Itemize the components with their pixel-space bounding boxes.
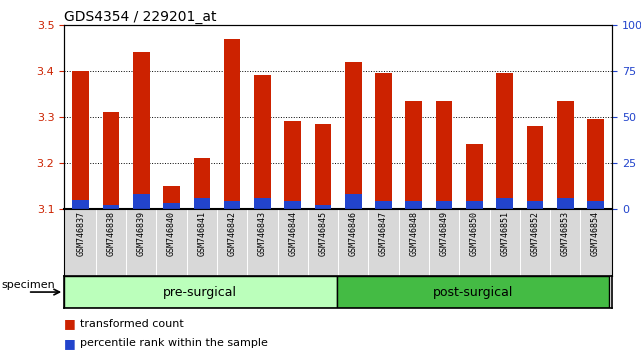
Text: GSM746848: GSM746848 [410, 211, 419, 256]
Text: ■: ■ [64, 337, 76, 350]
Text: GSM746852: GSM746852 [531, 211, 540, 256]
Bar [163, 186, 180, 209]
Bar [557, 101, 574, 209]
Bar [587, 119, 604, 209]
Bar [496, 73, 513, 209]
Bar [406, 101, 422, 209]
Text: percentile rank within the sample: percentile rank within the sample [80, 338, 268, 348]
Text: GSM746853: GSM746853 [561, 211, 570, 256]
Text: GSM746850: GSM746850 [470, 211, 479, 256]
Text: post-surgical: post-surgical [433, 286, 513, 298]
Bar [436, 101, 453, 209]
Bar [103, 112, 119, 209]
Text: GSM746844: GSM746844 [288, 211, 297, 256]
Text: GSM746842: GSM746842 [228, 211, 237, 256]
Bar [315, 124, 331, 209]
Bar [466, 144, 483, 209]
Bar [224, 39, 240, 209]
Text: GSM746849: GSM746849 [440, 211, 449, 256]
Bar [496, 198, 513, 209]
Bar [406, 201, 422, 209]
Bar [285, 201, 301, 209]
Bar [315, 205, 331, 209]
Bar [345, 62, 362, 209]
Text: pre-surgical: pre-surgical [163, 286, 237, 298]
Bar [436, 201, 453, 209]
Bar [224, 201, 240, 209]
Text: GSM746840: GSM746840 [167, 211, 176, 256]
Bar [254, 198, 271, 209]
Bar [557, 198, 574, 209]
Bar [133, 194, 149, 209]
Bar [163, 203, 180, 209]
Bar [345, 194, 362, 209]
Bar [527, 126, 544, 209]
Text: GSM746854: GSM746854 [591, 211, 600, 256]
Bar [375, 73, 392, 209]
Bar [466, 201, 483, 209]
Bar [72, 71, 89, 209]
Bar [133, 52, 149, 209]
Text: GSM746843: GSM746843 [258, 211, 267, 256]
Text: GSM746839: GSM746839 [137, 211, 146, 256]
Text: GSM746838: GSM746838 [106, 211, 115, 256]
Text: GDS4354 / 229201_at: GDS4354 / 229201_at [64, 10, 217, 24]
Bar [194, 198, 210, 209]
Text: ■: ■ [64, 318, 76, 330]
Text: specimen: specimen [1, 280, 55, 290]
Bar [64, 276, 337, 308]
Text: GSM746846: GSM746846 [349, 211, 358, 256]
Bar [254, 75, 271, 209]
Bar [337, 276, 609, 308]
Bar [587, 201, 604, 209]
Bar [375, 201, 392, 209]
Bar [285, 121, 301, 209]
Bar [527, 201, 544, 209]
Bar [72, 200, 89, 209]
Text: GSM746841: GSM746841 [197, 211, 206, 256]
Text: GSM746851: GSM746851 [500, 211, 509, 256]
Text: GSM746837: GSM746837 [76, 211, 85, 256]
Bar [194, 158, 210, 209]
Text: GSM746845: GSM746845 [319, 211, 328, 256]
Bar [103, 205, 119, 209]
Text: transformed count: transformed count [80, 319, 184, 329]
Text: GSM746847: GSM746847 [379, 211, 388, 256]
